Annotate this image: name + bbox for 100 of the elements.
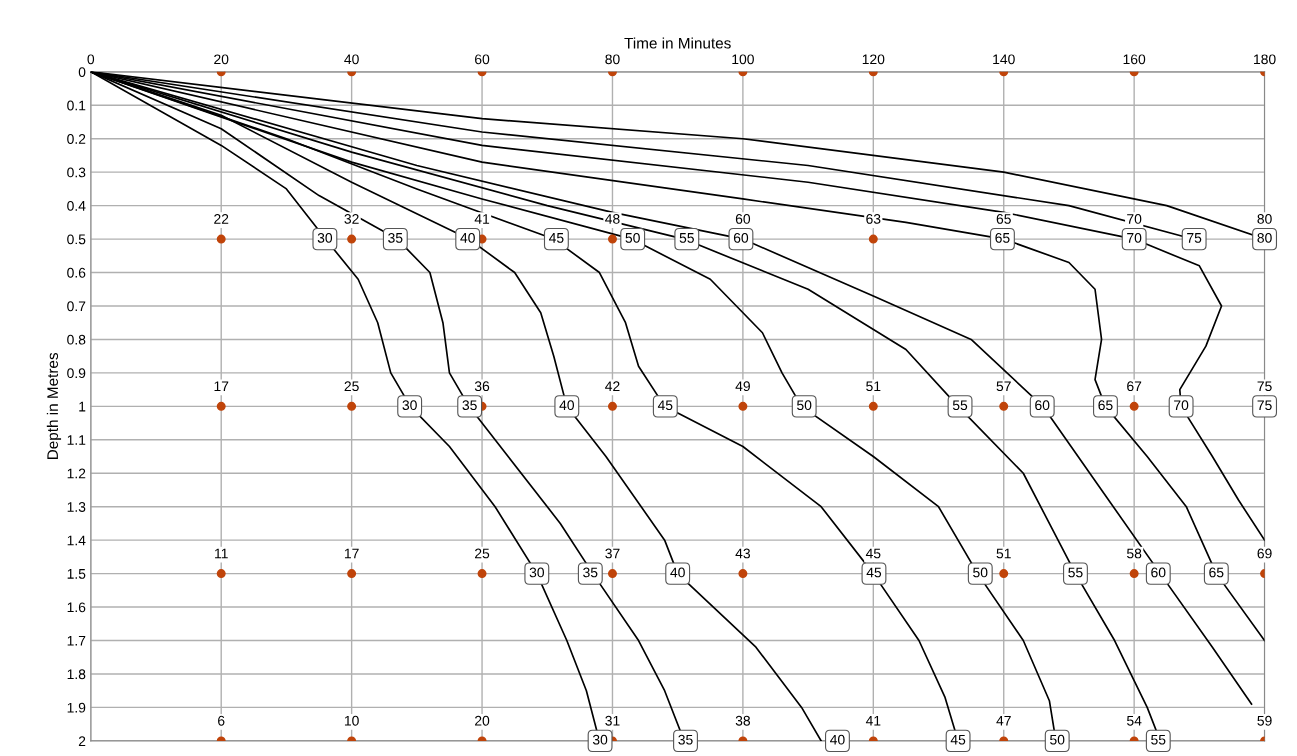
annotation: 30 [592, 734, 608, 745]
annotation: 42 [605, 381, 620, 391]
y-tick-label: 0.3 [67, 167, 86, 178]
annotation: 70 [1127, 214, 1142, 224]
annotation: 75 [1187, 233, 1202, 243]
annotation: 65 [996, 214, 1011, 224]
y-tick-label: 2 [78, 736, 86, 746]
annotation: 54 [1126, 715, 1142, 726]
annotation: 50 [625, 232, 640, 243]
annotation: 60 [1035, 400, 1050, 411]
y-tick-label: 1.5 [67, 569, 86, 579]
annotation: 47 [996, 715, 1011, 726]
annotation: 45 [548, 233, 564, 243]
x-axis-title: Time in Minutes [624, 37, 731, 49]
x-tick-label: 60 [475, 54, 490, 65]
annotation: 80 [1257, 232, 1272, 243]
y-tick-label: 0.7 [67, 301, 86, 312]
y-tick-label: 0.6 [67, 267, 86, 278]
x-tick-label: 100 [732, 54, 754, 65]
annotation: 58 [1126, 548, 1142, 559]
annotation: 51 [996, 548, 1011, 559]
annotation: 75 [1257, 381, 1272, 392]
y-tick-label: 0.1 [67, 100, 86, 111]
annotation: 40 [460, 232, 475, 243]
annotation: 55 [952, 400, 968, 411]
annotation: 65 [1209, 567, 1224, 578]
y-tick-label: 0.8 [67, 334, 86, 345]
annotation: 75 [1257, 400, 1272, 411]
annotation: 50 [1050, 734, 1065, 745]
annotation: 48 [605, 214, 620, 224]
y-tick-label: 0 [78, 67, 86, 77]
annotation: 45 [865, 548, 881, 559]
y-tick-label: 1.6 [67, 602, 86, 613]
annotation: 20 [475, 715, 490, 726]
annotation: 30 [317, 232, 333, 243]
annotation: 37 [605, 548, 620, 559]
y-axis-title: Depth in Metres [46, 352, 62, 460]
annotation: 31 [605, 715, 620, 726]
y-tick-label: 1.1 [67, 435, 86, 445]
annotation: 57 [996, 381, 1011, 392]
y-tick-label: 1.8 [67, 669, 86, 680]
annotation: 10 [344, 715, 359, 726]
annotation: 50 [797, 400, 812, 411]
y-tick-label: 1.4 [67, 535, 86, 546]
annotation: 70 [1127, 232, 1142, 243]
y-tick-label: 0.9 [67, 368, 86, 379]
annotation: 50 [973, 567, 988, 578]
annotation: 55 [679, 233, 694, 243]
annotation: 17 [344, 548, 359, 559]
annotation: 35 [462, 400, 477, 411]
x-tick-label: 80 [605, 54, 620, 65]
annotation: 40 [559, 400, 575, 411]
annotation: 55 [1151, 734, 1166, 745]
x-tick-label: 0 [87, 54, 95, 65]
y-tick-label: 1 [79, 401, 86, 412]
y-tick-label: 0.5 [67, 234, 86, 245]
x-tick-label: 40 [344, 54, 359, 65]
annotation: 45 [950, 734, 966, 745]
annotation: 59 [1257, 715, 1272, 726]
y-tick-label: 1.2 [67, 468, 86, 479]
x-tick-label: 120 [862, 54, 885, 65]
annotation: 51 [866, 381, 881, 392]
annotation: 30 [402, 400, 417, 411]
annotation: 25 [344, 381, 359, 392]
annotation: 60 [735, 214, 751, 224]
annotation: 67 [1127, 381, 1142, 392]
annotation: 6 [218, 715, 225, 726]
annotation: 69 [1257, 548, 1272, 559]
annotation: 65 [1098, 400, 1113, 411]
annotation: 40 [670, 567, 685, 578]
annotation: 35 [678, 734, 693, 745]
annotation: 35 [388, 232, 403, 243]
annotation: 55 [1068, 567, 1083, 578]
y-tick-label: 0.2 [67, 134, 86, 144]
annotation: 80 [1257, 214, 1272, 224]
annotation: 63 [866, 214, 881, 224]
x-tick-label: 160 [1123, 54, 1146, 65]
y-tick-label: 1.3 [67, 502, 86, 512]
annotation: 30 [529, 567, 545, 578]
annotation: 17 [214, 381, 229, 391]
y-tick-label: 1.7 [67, 636, 86, 646]
annotation: 32 [344, 214, 359, 224]
annotation: 65 [995, 232, 1010, 243]
x-tick-label: 180 [1254, 54, 1276, 65]
annotation: 35 [583, 567, 598, 578]
annotation: 60 [1151, 567, 1166, 578]
annotation: 45 [866, 567, 882, 578]
y-tick-label: 1.9 [67, 702, 86, 713]
annotation: 22 [214, 214, 229, 224]
x-tick-label: 140 [993, 54, 1015, 65]
annotation: 45 [657, 400, 673, 411]
annotation: 49 [735, 381, 750, 392]
annotation: 25 [475, 548, 490, 559]
annotation: 11 [215, 548, 228, 559]
annotation: 43 [735, 548, 751, 559]
annotation: 41 [865, 715, 881, 726]
x-tick-label: 20 [214, 54, 229, 65]
annotation: 40 [830, 734, 845, 745]
annotation: 41 [474, 214, 490, 224]
annotation: 38 [735, 715, 751, 726]
